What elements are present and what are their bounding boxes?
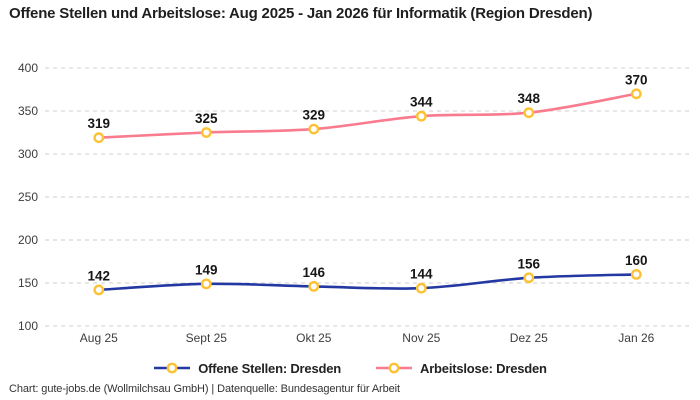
svg-text:400: 400 — [18, 61, 38, 75]
legend-swatch-open-positions — [154, 362, 191, 374]
svg-text:Sept 25: Sept 25 — [186, 331, 228, 345]
svg-text:348: 348 — [518, 91, 541, 106]
svg-text:100: 100 — [18, 319, 38, 333]
svg-text:329: 329 — [303, 108, 326, 123]
svg-text:142: 142 — [88, 268, 111, 283]
svg-text:370: 370 — [625, 72, 648, 87]
svg-text:150: 150 — [18, 276, 38, 290]
svg-text:Dez 25: Dez 25 — [510, 331, 548, 345]
svg-text:325: 325 — [195, 111, 218, 126]
svg-text:Jan 26: Jan 26 — [618, 331, 654, 345]
svg-text:Okt 25: Okt 25 — [296, 331, 332, 345]
svg-text:Nov 25: Nov 25 — [402, 331, 440, 345]
svg-text:250: 250 — [18, 190, 38, 204]
svg-text:200: 200 — [18, 233, 38, 247]
svg-text:156: 156 — [518, 256, 541, 271]
svg-text:350: 350 — [18, 104, 38, 118]
legend-label-unemployed: Arbeitslose: Dresden — [420, 360, 547, 376]
svg-text:319: 319 — [88, 116, 111, 131]
legend-swatch-unemployed — [376, 362, 412, 374]
legend-label-open-positions: Offene Stellen: Dresden — [198, 360, 341, 376]
legend-item-arbeitslose[interactable]: Arbeitslose: Dresden — [375, 361, 547, 376]
svg-text:300: 300 — [18, 147, 38, 161]
chart-attribution: Chart: gute-jobs.de (Wollmilchsau GmbH) … — [9, 383, 400, 395]
svg-text:160: 160 — [625, 253, 648, 268]
legend-item-offene-stellen[interactable]: Offene Stellen: Dresden — [153, 361, 341, 376]
svg-text:344: 344 — [410, 95, 433, 110]
svg-text:144: 144 — [410, 267, 433, 282]
legend: Offene Stellen: Dresden Arbeitslose: Dre… — [0, 358, 700, 378]
svg-text:149: 149 — [195, 262, 218, 277]
svg-text:Aug 25: Aug 25 — [80, 331, 118, 345]
chart-title: Offene Stellen und Arbeitslose: Aug 2025… — [9, 5, 593, 22]
svg-text:146: 146 — [303, 265, 326, 280]
